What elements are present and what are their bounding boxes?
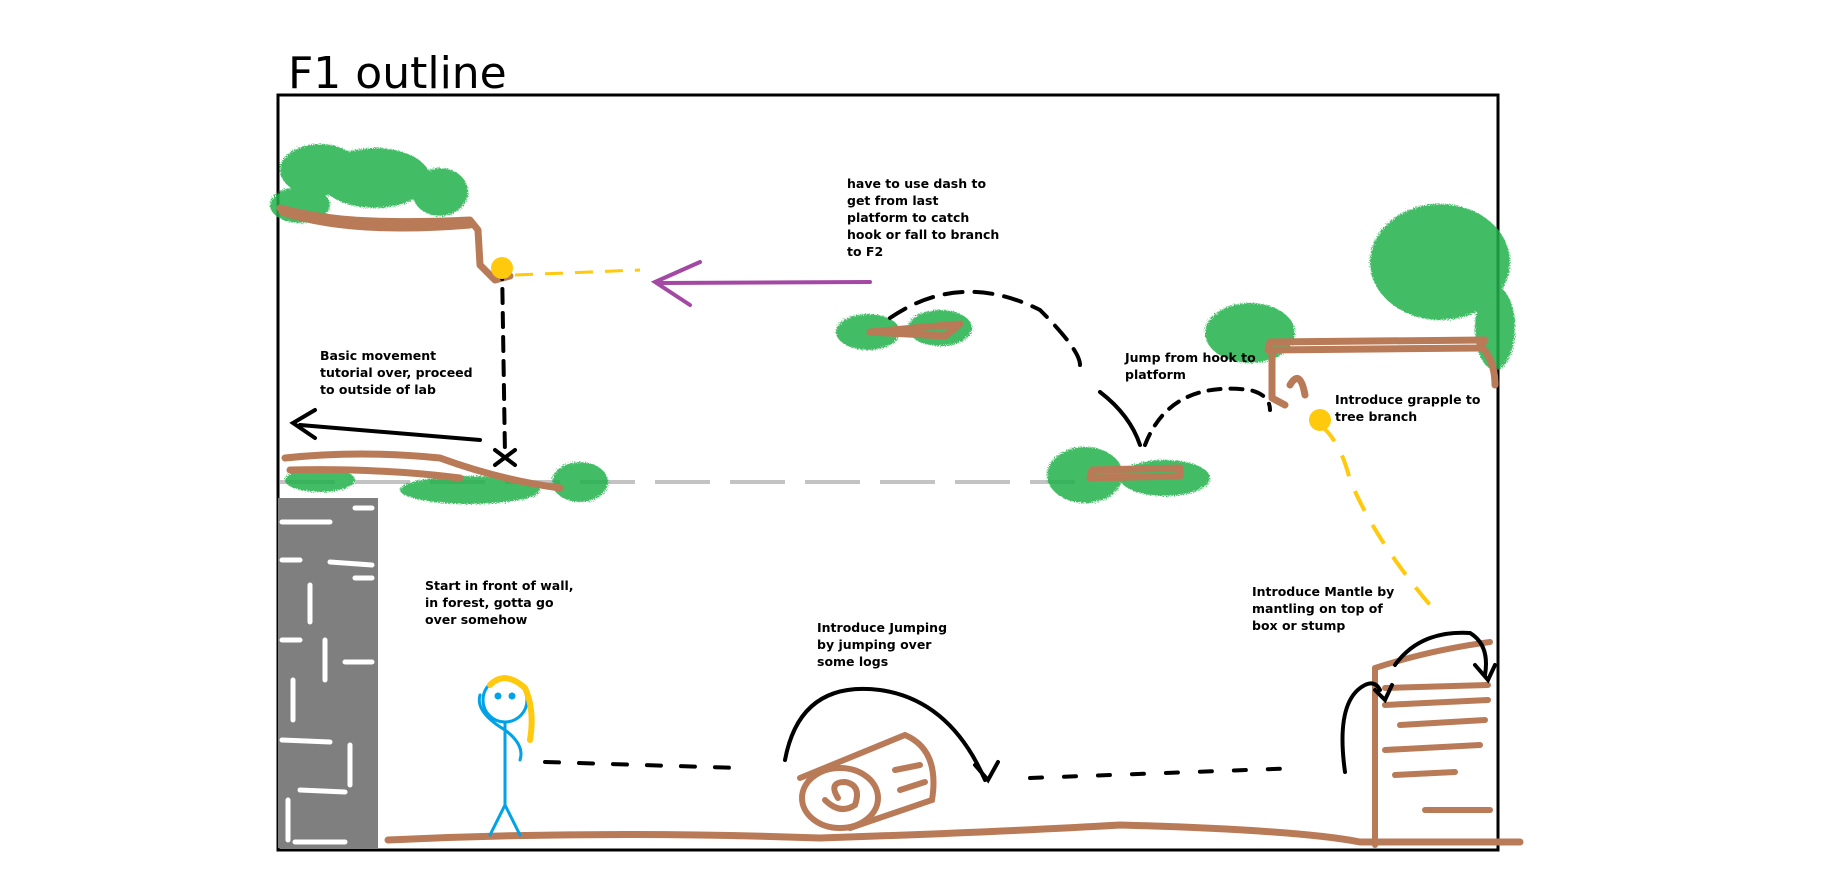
note-jumping: Introduce Jumping by jumping over some l… bbox=[817, 620, 951, 669]
hook-to-platform-arc bbox=[1143, 386, 1272, 447]
note-mantle: Introduce Mantle by mantling on top of b… bbox=[1252, 584, 1399, 633]
walk-to-box-path bbox=[1028, 766, 1302, 780]
top-left-ledge-shadow bbox=[278, 208, 474, 232]
mantle-arc bbox=[1393, 630, 1488, 677]
dash-arrow bbox=[650, 260, 872, 307]
mantle-arc-head bbox=[1473, 663, 1497, 684]
exit-arrow bbox=[298, 423, 482, 442]
tree-branch-droop bbox=[1476, 341, 1499, 389]
exit-arrow-head bbox=[289, 408, 317, 440]
note-basic-movement: Basic movement tutorial over, proceed to… bbox=[320, 348, 477, 397]
lower-floating-platform bbox=[1086, 464, 1184, 482]
log-obstacle bbox=[797, 731, 937, 831]
dash-jump-arc bbox=[888, 289, 1082, 367]
bush-top-left bbox=[270, 144, 468, 223]
note-grapple: Introduce grapple to tree branch bbox=[1335, 392, 1485, 424]
grapple-hook-branch bbox=[1309, 409, 1432, 607]
bush-mid-left bbox=[285, 462, 608, 504]
hook-drop-line bbox=[1098, 390, 1142, 447]
box-stump bbox=[1372, 639, 1493, 848]
ground-line bbox=[384, 821, 1524, 846]
sketch-title: F1 outline bbox=[288, 48, 507, 99]
stone-wall bbox=[278, 498, 378, 848]
log-jump-arrowhead bbox=[973, 760, 1000, 784]
grapple-hook-top bbox=[491, 257, 641, 279]
log-jump-arc bbox=[783, 686, 987, 782]
mid-left-ledge-shadow bbox=[286, 466, 464, 482]
player-stick-figure bbox=[477, 675, 535, 837]
mid-left-ledge bbox=[281, 450, 564, 492]
tree-branch-hook-post bbox=[1268, 348, 1289, 409]
mantle-arrow-head bbox=[1373, 683, 1394, 704]
drop-path-dashed bbox=[500, 263, 507, 457]
note-dash: have to use dash to get from last platfo… bbox=[847, 176, 1004, 259]
note-start: Start in front of wall, in forest, gotta… bbox=[425, 578, 578, 627]
tree-branch-hook-curl bbox=[1286, 374, 1309, 399]
mantle-arrow-climb bbox=[1340, 681, 1382, 774]
small-floating-platform bbox=[866, 320, 964, 340]
walk-path-dotted bbox=[543, 760, 742, 770]
level-frame bbox=[276, 93, 1500, 852]
tree-branch bbox=[1264, 336, 1489, 354]
note-hook-to-platform: Jump from hook to platform bbox=[1124, 350, 1260, 382]
top-left-ledge bbox=[276, 204, 514, 284]
landing-x-mark bbox=[493, 448, 517, 467]
